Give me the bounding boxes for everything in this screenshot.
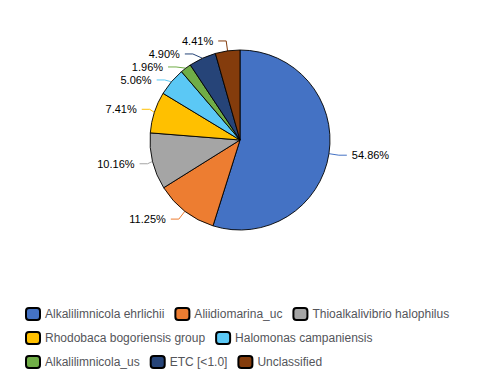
svg-text:4.41%: 4.41%	[182, 35, 213, 47]
svg-text:11.25%: 11.25%	[129, 213, 166, 225]
svg-text:Thioalkalivibrio halophilus: Thioalkalivibrio halophilus	[312, 307, 449, 321]
svg-text:5.06%: 5.06%	[120, 74, 151, 86]
svg-text:4.90%: 4.90%	[149, 48, 180, 60]
svg-text:Halomonas campaniensis: Halomonas campaniensis	[235, 331, 372, 345]
svg-text:Unclassified: Unclassified	[257, 355, 322, 369]
svg-text:Alkalilimnicola ehrlichii: Alkalilimnicola ehrlichii	[45, 307, 164, 321]
svg-text:1.96%: 1.96%	[132, 61, 163, 73]
svg-text:Rhodobaca bogoriensis group: Rhodobaca bogoriensis group	[45, 331, 205, 345]
svg-text:Alkalilimnicola_us: Alkalilimnicola_us	[45, 355, 140, 369]
svg-text:ETC [<1.0]: ETC [<1.0]	[170, 355, 228, 369]
svg-text:54.86%: 54.86%	[352, 149, 390, 161]
svg-text:Aliidiomarina_uc: Aliidiomarina_uc	[194, 307, 282, 321]
svg-text:10.16%: 10.16%	[97, 158, 135, 170]
svg-text:7.41%: 7.41%	[106, 103, 137, 115]
